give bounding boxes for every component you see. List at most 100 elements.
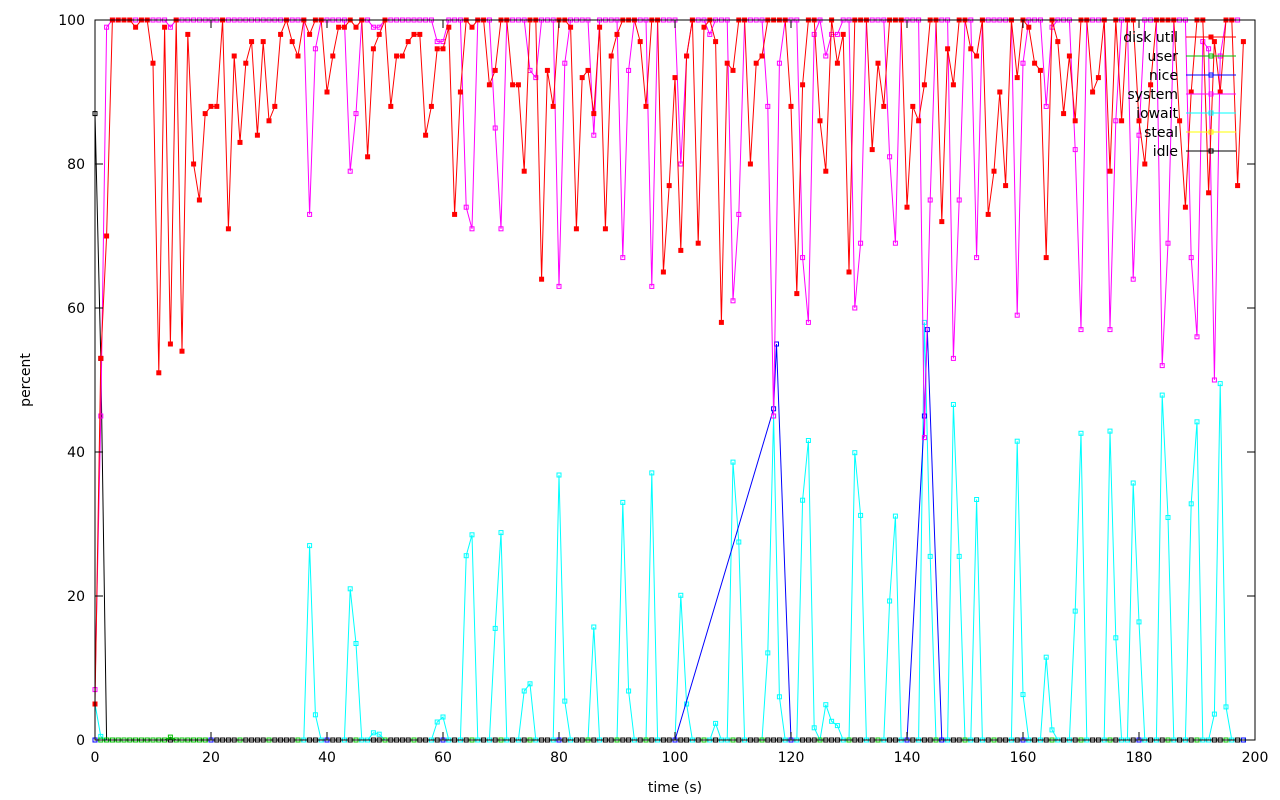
data-point-system bbox=[649, 283, 655, 289]
data-point-iowait bbox=[823, 702, 829, 708]
data-point-system bbox=[834, 31, 840, 37]
data-point-disk-util bbox=[666, 183, 672, 189]
data-point-system bbox=[626, 67, 632, 73]
data-point-iowait bbox=[591, 624, 597, 630]
data-point-system bbox=[312, 46, 318, 52]
data-point-disk-util bbox=[759, 53, 765, 59]
x-tick-label: 180 bbox=[1126, 750, 1153, 766]
data-point-disk-util bbox=[452, 211, 458, 217]
data-point-disk-util bbox=[1037, 67, 1043, 73]
data-point-disk-util bbox=[214, 103, 220, 109]
data-point-iowait bbox=[1165, 515, 1171, 520]
data-point-disk-util bbox=[1014, 75, 1020, 81]
y-tick-label: 0 bbox=[76, 733, 85, 749]
data-point-disk-util bbox=[191, 161, 197, 167]
data-point-disk-util bbox=[945, 46, 951, 52]
data-point-system bbox=[562, 60, 568, 66]
data-point-disk-util bbox=[428, 103, 434, 109]
series-layer bbox=[92, 17, 1246, 743]
data-point-system bbox=[707, 31, 713, 37]
data-point-disk-util bbox=[1182, 204, 1188, 210]
data-point-disk-util bbox=[1136, 118, 1142, 124]
data-point-system bbox=[370, 24, 376, 30]
data-point-disk-util bbox=[1188, 89, 1194, 95]
data-point-disk-util bbox=[196, 197, 202, 203]
data-point-disk-util bbox=[515, 82, 521, 88]
legend-label: disk util bbox=[1123, 30, 1178, 46]
data-point-disk-util bbox=[295, 53, 301, 59]
data-point-disk-util bbox=[1066, 53, 1072, 59]
data-point-disk-util bbox=[1240, 39, 1246, 45]
data-point-disk-util bbox=[376, 31, 382, 37]
series-system bbox=[92, 17, 1241, 693]
data-point-system bbox=[852, 305, 858, 311]
legend-swatch-marker bbox=[1208, 53, 1214, 59]
data-point-system bbox=[1200, 39, 1206, 45]
data-point-iowait bbox=[1043, 654, 1049, 660]
data-point-disk-util bbox=[573, 226, 579, 232]
series-disk-util bbox=[92, 17, 1246, 707]
data-point-disk-util bbox=[1148, 82, 1154, 88]
data-point-disk-util bbox=[718, 319, 724, 325]
x-tick-label: 20 bbox=[202, 750, 220, 766]
data-point-disk-util bbox=[817, 118, 823, 124]
data-point-disk-util bbox=[660, 269, 666, 275]
data-point-disk-util bbox=[1107, 168, 1113, 174]
data-point-system bbox=[887, 154, 893, 160]
data-point-iowait bbox=[498, 530, 504, 536]
y-tick-label: 80 bbox=[67, 157, 85, 173]
data-point-disk-util bbox=[950, 82, 956, 88]
series-idle bbox=[92, 111, 1246, 743]
data-point-disk-util bbox=[869, 147, 875, 153]
data-point-system bbox=[1165, 240, 1171, 246]
data-point-system bbox=[1130, 276, 1136, 282]
data-point-system bbox=[1206, 46, 1212, 52]
data-point-disk-util bbox=[568, 24, 574, 30]
data-point-disk-util bbox=[278, 31, 284, 37]
data-point-disk-util bbox=[1119, 118, 1125, 124]
data-point-system bbox=[556, 283, 562, 289]
data-point-iowait bbox=[1159, 392, 1165, 398]
data-point-system bbox=[98, 413, 104, 419]
data-point-iowait bbox=[1014, 438, 1020, 444]
data-point-disk-util bbox=[544, 67, 550, 73]
data-point-system bbox=[104, 24, 110, 30]
data-point-system bbox=[469, 226, 475, 232]
data-point-disk-util bbox=[921, 82, 927, 88]
data-point-disk-util bbox=[423, 132, 429, 138]
data-point-disk-util bbox=[585, 67, 591, 73]
series-line-nice bbox=[95, 329, 1244, 741]
legend-entry-user: user bbox=[1147, 49, 1236, 65]
data-point-disk-util bbox=[457, 89, 463, 95]
data-point-iowait bbox=[556, 472, 562, 478]
data-point-disk-util bbox=[1026, 24, 1032, 30]
legend-label: system bbox=[1127, 87, 1178, 103]
data-point-iowait bbox=[434, 719, 440, 725]
data-point-disk-util bbox=[539, 276, 545, 282]
data-point-disk-util bbox=[492, 67, 498, 73]
data-point-disk-util bbox=[167, 341, 173, 347]
data-point-system bbox=[1107, 327, 1113, 333]
plot-frame bbox=[94, 19, 1256, 741]
legend-label: iowait bbox=[1136, 106, 1178, 122]
data-point-disk-util bbox=[550, 103, 556, 109]
data-point-iowait bbox=[800, 497, 806, 503]
data-point-iowait bbox=[765, 650, 771, 656]
data-point-system bbox=[974, 255, 980, 261]
data-point-system bbox=[921, 435, 927, 441]
data-point-disk-util bbox=[162, 24, 168, 30]
data-point-system bbox=[1211, 377, 1217, 383]
legend-swatch-marker bbox=[1208, 129, 1214, 135]
data-point-iowait bbox=[713, 720, 719, 726]
data-point-disk-util bbox=[353, 24, 359, 30]
data-point-disk-util bbox=[104, 233, 110, 239]
data-point-system bbox=[463, 204, 469, 210]
data-point-disk-util bbox=[243, 60, 249, 66]
data-point-disk-util bbox=[614, 31, 620, 37]
y-tick-label: 100 bbox=[58, 13, 85, 29]
data-point-disk-util bbox=[185, 31, 191, 37]
data-point-system bbox=[736, 211, 742, 217]
data-point-iowait bbox=[730, 459, 736, 465]
data-point-disk-util bbox=[823, 168, 829, 174]
data-point-disk-util bbox=[208, 103, 214, 109]
